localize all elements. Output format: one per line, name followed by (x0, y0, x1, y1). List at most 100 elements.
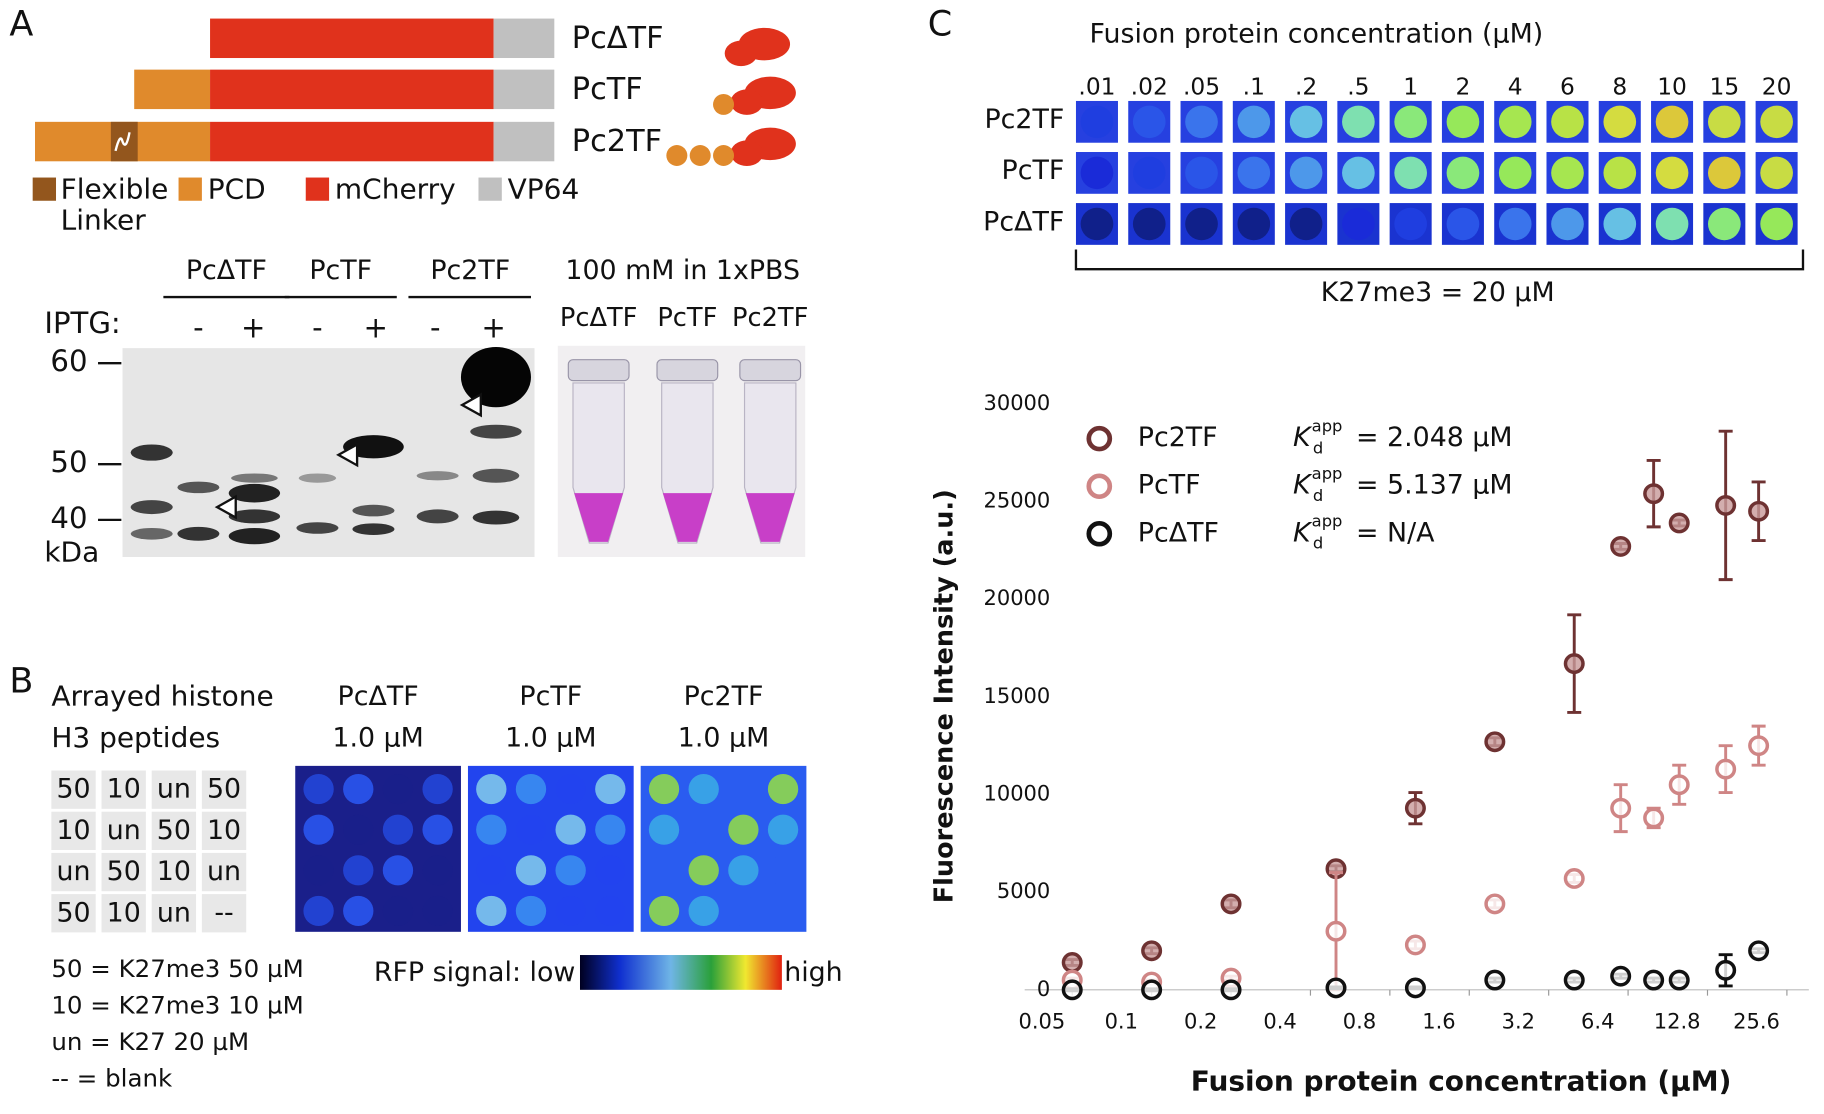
data-point (1061, 979, 1083, 1001)
construct-label: PcΔTF (572, 21, 664, 56)
legend-label: PcTF (1138, 470, 1201, 501)
gel-header: Pc2TF (430, 255, 510, 286)
column-label: .2 (1295, 74, 1317, 101)
array-spot (476, 773, 507, 805)
legend-swatch (305, 177, 330, 201)
x-tick-label: 0.2 (1184, 1009, 1217, 1033)
grid-cell (51, 770, 96, 809)
pcd-cartoon (689, 145, 711, 166)
gel-band (228, 483, 281, 503)
construct-label: Pc2TF (572, 124, 662, 159)
gel-band (352, 523, 395, 535)
array-spot (1551, 105, 1584, 139)
data-point (1484, 969, 1506, 991)
grid-cell (51, 811, 96, 851)
unit-label: kDa (44, 536, 99, 569)
pcd-segment (134, 69, 211, 110)
array-spot (1603, 156, 1637, 190)
array-spot (422, 855, 453, 886)
kd-value: = 2.048 µM (1356, 422, 1513, 453)
column-label: 8 (1612, 74, 1627, 101)
pcd-cartoon (666, 145, 688, 166)
protein-cartoon (730, 140, 764, 166)
column-label: 10 (1657, 74, 1687, 101)
grid-cell-label: 50 (157, 815, 191, 846)
column-label: 6 (1560, 74, 1575, 101)
array-spot (1498, 156, 1532, 190)
array-spot (648, 895, 680, 927)
colorbar-high: high (784, 957, 842, 988)
array-spot (303, 814, 334, 845)
array-spot (728, 895, 759, 927)
kd-value: = N/A (1356, 517, 1435, 548)
band-arrow (214, 494, 237, 520)
grid-cell-label: un (157, 774, 191, 805)
array-spot (1132, 105, 1166, 139)
gel-band (416, 509, 459, 524)
grid-title: Arrayed histone (51, 679, 273, 712)
array-spot (688, 855, 719, 886)
iptg-sign: + (481, 311, 505, 345)
data-point (1325, 977, 1347, 999)
kd-sup: app (1312, 417, 1343, 436)
kd-sub: d (1313, 439, 1323, 458)
tube-cap (739, 359, 802, 382)
image-conc: 1.0 µM (332, 723, 423, 754)
legend-swatch (478, 177, 502, 201)
data-point (1668, 969, 1690, 991)
data-point (1610, 965, 1632, 987)
y-tick-label: 5000 (997, 879, 1050, 903)
tube-label: Pc2TF (732, 303, 808, 333)
grid-cell (101, 852, 146, 892)
grid-cell-label: 10 (207, 815, 241, 846)
array-spot (767, 773, 799, 805)
grid-cell-label: un (157, 897, 191, 928)
legend-swatch (178, 177, 202, 201)
array-spot (1185, 207, 1218, 241)
marker-label: 60 (50, 344, 87, 378)
column-label: 15 (1709, 74, 1739, 101)
y-tick-label: 25000 (983, 489, 1050, 513)
array-spot (1655, 207, 1689, 241)
array-spot (422, 895, 453, 927)
data-point (1748, 940, 1770, 962)
grid-title: H3 peptides (51, 721, 220, 754)
data-point (1610, 797, 1632, 819)
linker-wave (114, 132, 131, 152)
data-point (1715, 494, 1737, 516)
array-spot (1603, 207, 1637, 241)
grid-cell-label: 50 (107, 856, 141, 887)
array-spot (1760, 156, 1793, 190)
x-tick-label: 6.4 (1581, 1009, 1614, 1033)
grid-cell-label: un (57, 856, 91, 887)
grid-cell (201, 811, 247, 851)
mcherry-segment (210, 121, 494, 162)
y-axis-label: Fluorescence Intensity (a.u.) (929, 489, 959, 903)
array-spot (1289, 156, 1323, 190)
array-spot (767, 855, 799, 886)
data-point (1563, 653, 1585, 675)
kd-value: = 5.137 µM (1356, 470, 1513, 501)
array-spot (688, 895, 719, 927)
vp64-segment (493, 18, 555, 59)
array-spot (382, 814, 414, 845)
data-point (1563, 868, 1585, 889)
array-spot (1655, 156, 1689, 190)
array-spot (1760, 105, 1793, 139)
grid-cell (201, 852, 247, 892)
array-spot (1394, 207, 1427, 241)
grid-cell (51, 852, 96, 892)
kd-symbol: K (1293, 422, 1313, 453)
row-label: PcTF (1002, 155, 1065, 186)
column-label: .01 (1078, 74, 1115, 101)
array-spot (382, 773, 414, 805)
y-tick-label: 15000 (983, 684, 1050, 708)
gel-band (130, 527, 173, 540)
array-spot (1760, 207, 1793, 241)
gel-band (231, 473, 278, 483)
bracket-label: K27me3 = 20 µM (1321, 277, 1555, 308)
pcd-cartoon (713, 145, 735, 166)
array-spot (728, 814, 759, 845)
grid-cell (51, 894, 96, 933)
array-spot (303, 773, 334, 805)
